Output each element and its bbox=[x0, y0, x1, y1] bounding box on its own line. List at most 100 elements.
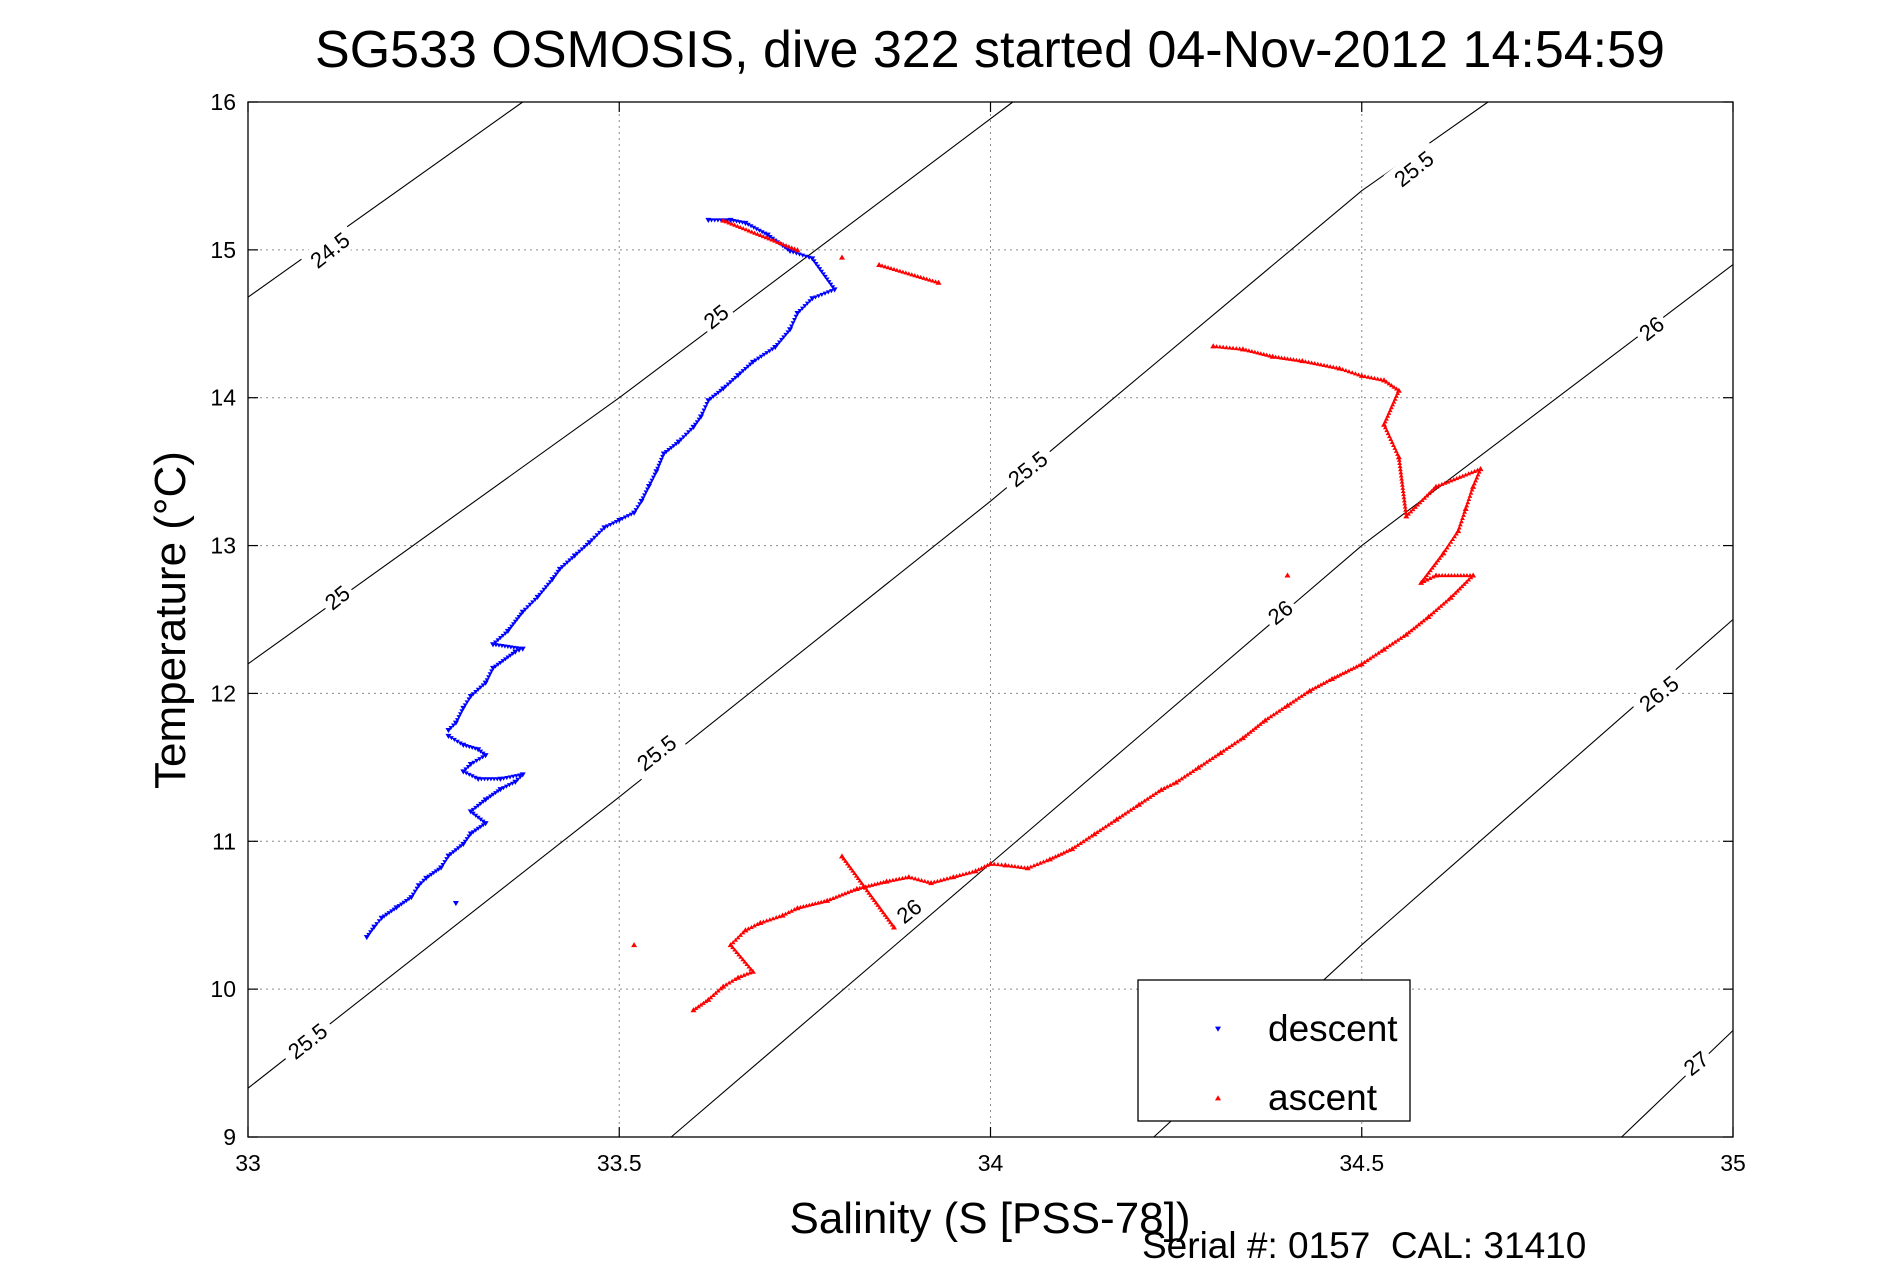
descent-point bbox=[770, 236, 776, 241]
descent-point bbox=[790, 250, 796, 255]
descent-point bbox=[371, 924, 378, 930]
descent-point bbox=[774, 342, 780, 348]
descent-point bbox=[758, 354, 764, 359]
descent-point bbox=[534, 594, 541, 601]
descent-point bbox=[831, 287, 838, 293]
ascent-point bbox=[1433, 607, 1439, 613]
descent-point bbox=[748, 362, 753, 367]
descent-point bbox=[649, 478, 655, 483]
ascent-point bbox=[742, 959, 748, 964]
descent-point bbox=[451, 850, 456, 855]
ascent-point bbox=[873, 900, 879, 905]
x-tick-label: 35 bbox=[1720, 1150, 1746, 1176]
ascent-point bbox=[1440, 550, 1447, 556]
descent-point bbox=[613, 519, 619, 525]
ascent-point bbox=[1217, 344, 1223, 349]
ascent-point bbox=[1449, 572, 1454, 578]
ascent-point bbox=[995, 862, 1001, 867]
descent-point bbox=[369, 927, 375, 932]
ascent-point bbox=[1187, 770, 1193, 775]
descent-point bbox=[440, 863, 446, 868]
ascent-point bbox=[1268, 714, 1274, 719]
ascent-point bbox=[1477, 465, 1484, 472]
ascent-point bbox=[1237, 737, 1243, 742]
ascent-point bbox=[1119, 813, 1125, 818]
axis-ticks: 33 33.5 34 34.5 35 9 10 11 12 13 14 15 16 bbox=[210, 89, 1745, 1176]
ascent-point bbox=[1290, 699, 1296, 704]
contour-label-bg bbox=[997, 441, 1058, 497]
ascent-point bbox=[890, 924, 897, 930]
ascent-point bbox=[1364, 658, 1370, 663]
ascent-point bbox=[879, 907, 884, 912]
descent-point bbox=[819, 292, 825, 298]
descent-point bbox=[532, 597, 538, 602]
ascent-point bbox=[1083, 837, 1089, 842]
ascent-point bbox=[761, 919, 766, 924]
descent-point bbox=[477, 757, 483, 762]
descent-point bbox=[819, 269, 824, 274]
ascent-point bbox=[705, 996, 712, 1002]
contour-label-bg bbox=[1259, 592, 1301, 633]
ascent-point bbox=[1387, 407, 1393, 413]
ascent-point bbox=[1395, 454, 1402, 460]
ascent-point bbox=[1433, 572, 1439, 578]
ascent-point bbox=[749, 229, 755, 234]
ascent-point bbox=[1445, 572, 1451, 578]
y-tick-label: 15 bbox=[210, 237, 236, 263]
descent-point bbox=[457, 712, 463, 717]
descent-point bbox=[363, 934, 370, 941]
ascent-point bbox=[736, 952, 742, 957]
ascent-point bbox=[1349, 370, 1355, 375]
ascent-point bbox=[982, 864, 987, 869]
ascent-point bbox=[1402, 501, 1408, 506]
ascent-point bbox=[1391, 399, 1397, 404]
ascent-point bbox=[1389, 382, 1394, 388]
ascent-point bbox=[1105, 822, 1111, 827]
ascent-point bbox=[1207, 757, 1212, 762]
ascent-point bbox=[1457, 474, 1463, 479]
ascent-point bbox=[1413, 504, 1418, 509]
ascent-point bbox=[743, 227, 749, 232]
descent-point bbox=[480, 755, 486, 760]
ascent-point bbox=[1161, 785, 1167, 790]
ascent-point bbox=[1433, 483, 1439, 489]
descent-point bbox=[642, 493, 647, 498]
ascent-point bbox=[1446, 542, 1452, 547]
ascent-point bbox=[1037, 860, 1043, 865]
y-axis-label: Temperature (°C) bbox=[146, 451, 195, 789]
descent-point bbox=[631, 510, 638, 516]
descent-point bbox=[756, 228, 762, 233]
descent-point bbox=[460, 769, 467, 775]
legend: descent ascent bbox=[1137, 979, 1411, 1122]
descent-point bbox=[480, 823, 486, 828]
ascent-point bbox=[987, 860, 994, 866]
descent-point bbox=[787, 327, 794, 333]
descent-point bbox=[510, 651, 516, 656]
ascent-point bbox=[1398, 470, 1404, 475]
ascent-point bbox=[836, 893, 842, 898]
ascent-point bbox=[738, 932, 743, 937]
descent-point bbox=[474, 758, 480, 764]
ascent-point bbox=[727, 942, 734, 948]
descent-point bbox=[473, 828, 479, 833]
ascent-point bbox=[1111, 818, 1117, 823]
ascent-point bbox=[1469, 470, 1475, 475]
ascent-point bbox=[1429, 565, 1435, 570]
descent-point bbox=[683, 432, 689, 437]
ascent-point bbox=[1220, 344, 1226, 349]
ascent-point bbox=[1459, 584, 1465, 589]
ascent-point bbox=[1245, 731, 1251, 736]
y-tick-label: 13 bbox=[210, 533, 236, 559]
ascent-point bbox=[871, 897, 877, 903]
legend-label-ascent: ascent bbox=[1268, 1077, 1378, 1118]
ascent-point bbox=[1444, 545, 1450, 550]
ascent-point bbox=[757, 232, 763, 237]
descent-point bbox=[571, 553, 578, 559]
ascent-point bbox=[1455, 572, 1461, 578]
ascent-point bbox=[746, 964, 752, 969]
ascent-point bbox=[1447, 594, 1454, 600]
descent-point bbox=[537, 592, 543, 597]
ascent-point bbox=[742, 927, 749, 933]
descent-point bbox=[452, 737, 457, 743]
ascent-point bbox=[755, 231, 760, 236]
